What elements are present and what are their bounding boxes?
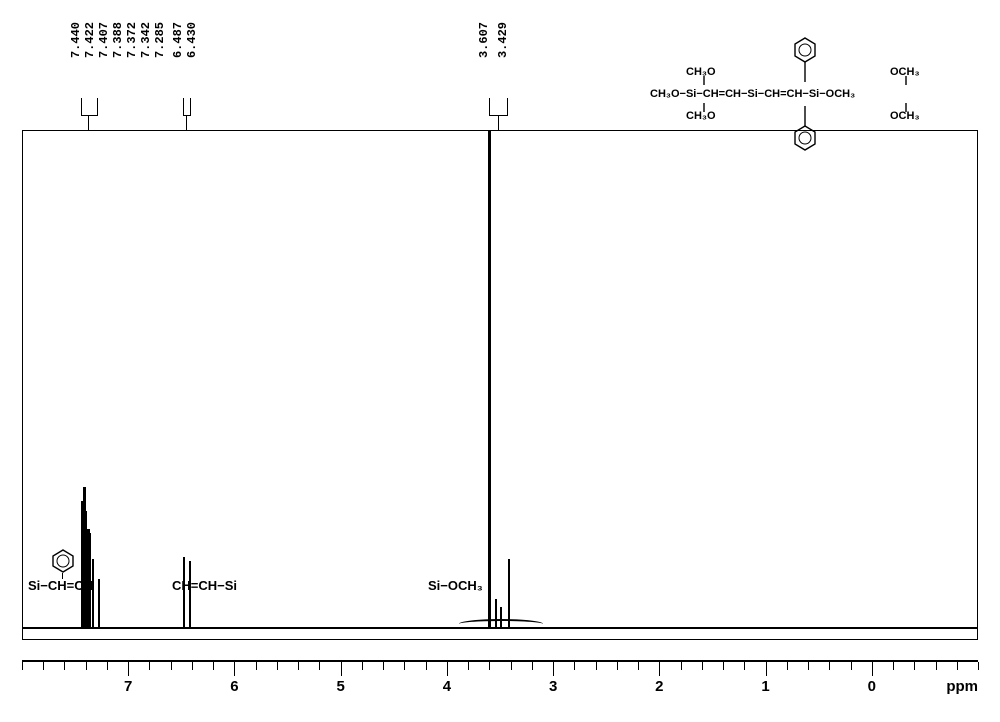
tick-major — [766, 662, 767, 676]
peak-bracket — [81, 98, 97, 116]
tick-minor — [22, 662, 23, 670]
tick-major — [447, 662, 448, 676]
tick-major — [404, 662, 405, 670]
tick-major — [319, 662, 320, 670]
peak-ppm-label: 7.388 — [111, 22, 125, 58]
tick-major — [149, 662, 150, 670]
benzene-icon — [50, 548, 76, 574]
tick-major — [511, 662, 512, 670]
baseline-hump — [459, 619, 544, 629]
struct-bot-right: OCH₃ — [890, 110, 920, 122]
struct-main: CH₃O−Si−CH=CH−Si−CH=CH−Si−OCH₃ — [650, 88, 855, 100]
tick-minor — [978, 662, 979, 670]
tick-major — [277, 662, 278, 670]
tick-label: 1 — [761, 678, 769, 695]
molecular-structure: CH₃O OCH₃ CH₃O−Si−CH=CH−Si−CH=CH−Si−OCH₃… — [642, 30, 972, 160]
tick-major — [659, 662, 660, 676]
tick-major — [851, 662, 852, 670]
tick-major — [723, 662, 724, 670]
tick-major — [808, 662, 809, 670]
nmr-peak — [488, 131, 491, 629]
bracket-stem — [88, 116, 89, 130]
tick-label: 6 — [230, 678, 238, 695]
peak-ppm-label: 3.607 — [477, 22, 491, 58]
tick-major — [617, 662, 618, 670]
tick-major — [872, 662, 873, 676]
tick-major — [128, 662, 129, 676]
tick-major — [171, 662, 172, 670]
tick-major — [893, 662, 894, 670]
axis-unit-label: ppm — [946, 678, 978, 695]
tick-major — [298, 662, 299, 670]
tick-label: 3 — [549, 678, 557, 695]
tick-major — [638, 662, 639, 670]
nmr-peak — [98, 579, 100, 629]
tick-major — [681, 662, 682, 670]
tick-major — [86, 662, 87, 670]
tick-major — [107, 662, 108, 670]
tick-label: 5 — [336, 678, 344, 695]
tick-major — [914, 662, 915, 670]
tick-major — [213, 662, 214, 670]
tick-major — [829, 662, 830, 670]
tick-label: 0 — [868, 678, 876, 695]
axis-line — [22, 660, 978, 662]
tick-major — [744, 662, 745, 670]
peak-assignment: CH=CH−Si — [172, 578, 237, 593]
tick-label: 7 — [124, 678, 132, 695]
tick-major — [362, 662, 363, 670]
struct-top-left: CH₃O — [686, 66, 716, 78]
tick-label: 2 — [655, 678, 663, 695]
tick-major — [574, 662, 575, 670]
peak-ppm-label: 7.440 — [69, 22, 83, 58]
peak-ppm-label: 6.487 — [171, 22, 185, 58]
tick-major — [341, 662, 342, 676]
peak-ppm-label: 7.407 — [97, 22, 111, 58]
tick-minor — [957, 662, 958, 670]
peak-ppm-label: 7.372 — [125, 22, 139, 58]
tick-major — [426, 662, 427, 670]
tick-major — [532, 662, 533, 670]
tick-minor — [64, 662, 65, 670]
bracket-stem — [498, 116, 499, 130]
ring-bond — [62, 573, 63, 579]
peak-ppm-label: 7.422 — [83, 22, 97, 58]
tick-major — [489, 662, 490, 670]
tick-label: 4 — [443, 678, 451, 695]
peak-bracket — [489, 98, 508, 116]
tick-major — [702, 662, 703, 670]
peak-assignment: Si−CH=CH — [28, 578, 93, 593]
nmr-peak — [92, 559, 94, 629]
tick-major — [256, 662, 257, 670]
peak-ppm-label: 3.429 — [496, 22, 510, 58]
struct-top-right: OCH₃ — [890, 66, 920, 78]
nmr-peak — [189, 561, 191, 629]
tick-minor — [936, 662, 937, 670]
peak-assignment: Si−OCH₃ — [428, 578, 483, 593]
struct-bot-left: CH₃O — [686, 110, 716, 122]
tick-major — [383, 662, 384, 670]
tick-major — [596, 662, 597, 670]
peak-bracket — [183, 98, 191, 116]
tick-major — [553, 662, 554, 676]
bracket-stem — [186, 116, 187, 130]
peak-ppm-label: 7.285 — [153, 22, 167, 58]
tick-minor — [43, 662, 44, 670]
tick-major — [234, 662, 235, 676]
tick-major — [192, 662, 193, 670]
tick-major — [468, 662, 469, 670]
peak-ppm-label: 6.430 — [185, 22, 199, 58]
tick-major — [787, 662, 788, 670]
peak-ppm-label: 7.342 — [139, 22, 153, 58]
nmr-peak — [183, 557, 185, 629]
nmr-plot-area — [22, 130, 978, 640]
x-axis: 0 1 2 3 4 5 6 7 ppm — [22, 660, 978, 700]
